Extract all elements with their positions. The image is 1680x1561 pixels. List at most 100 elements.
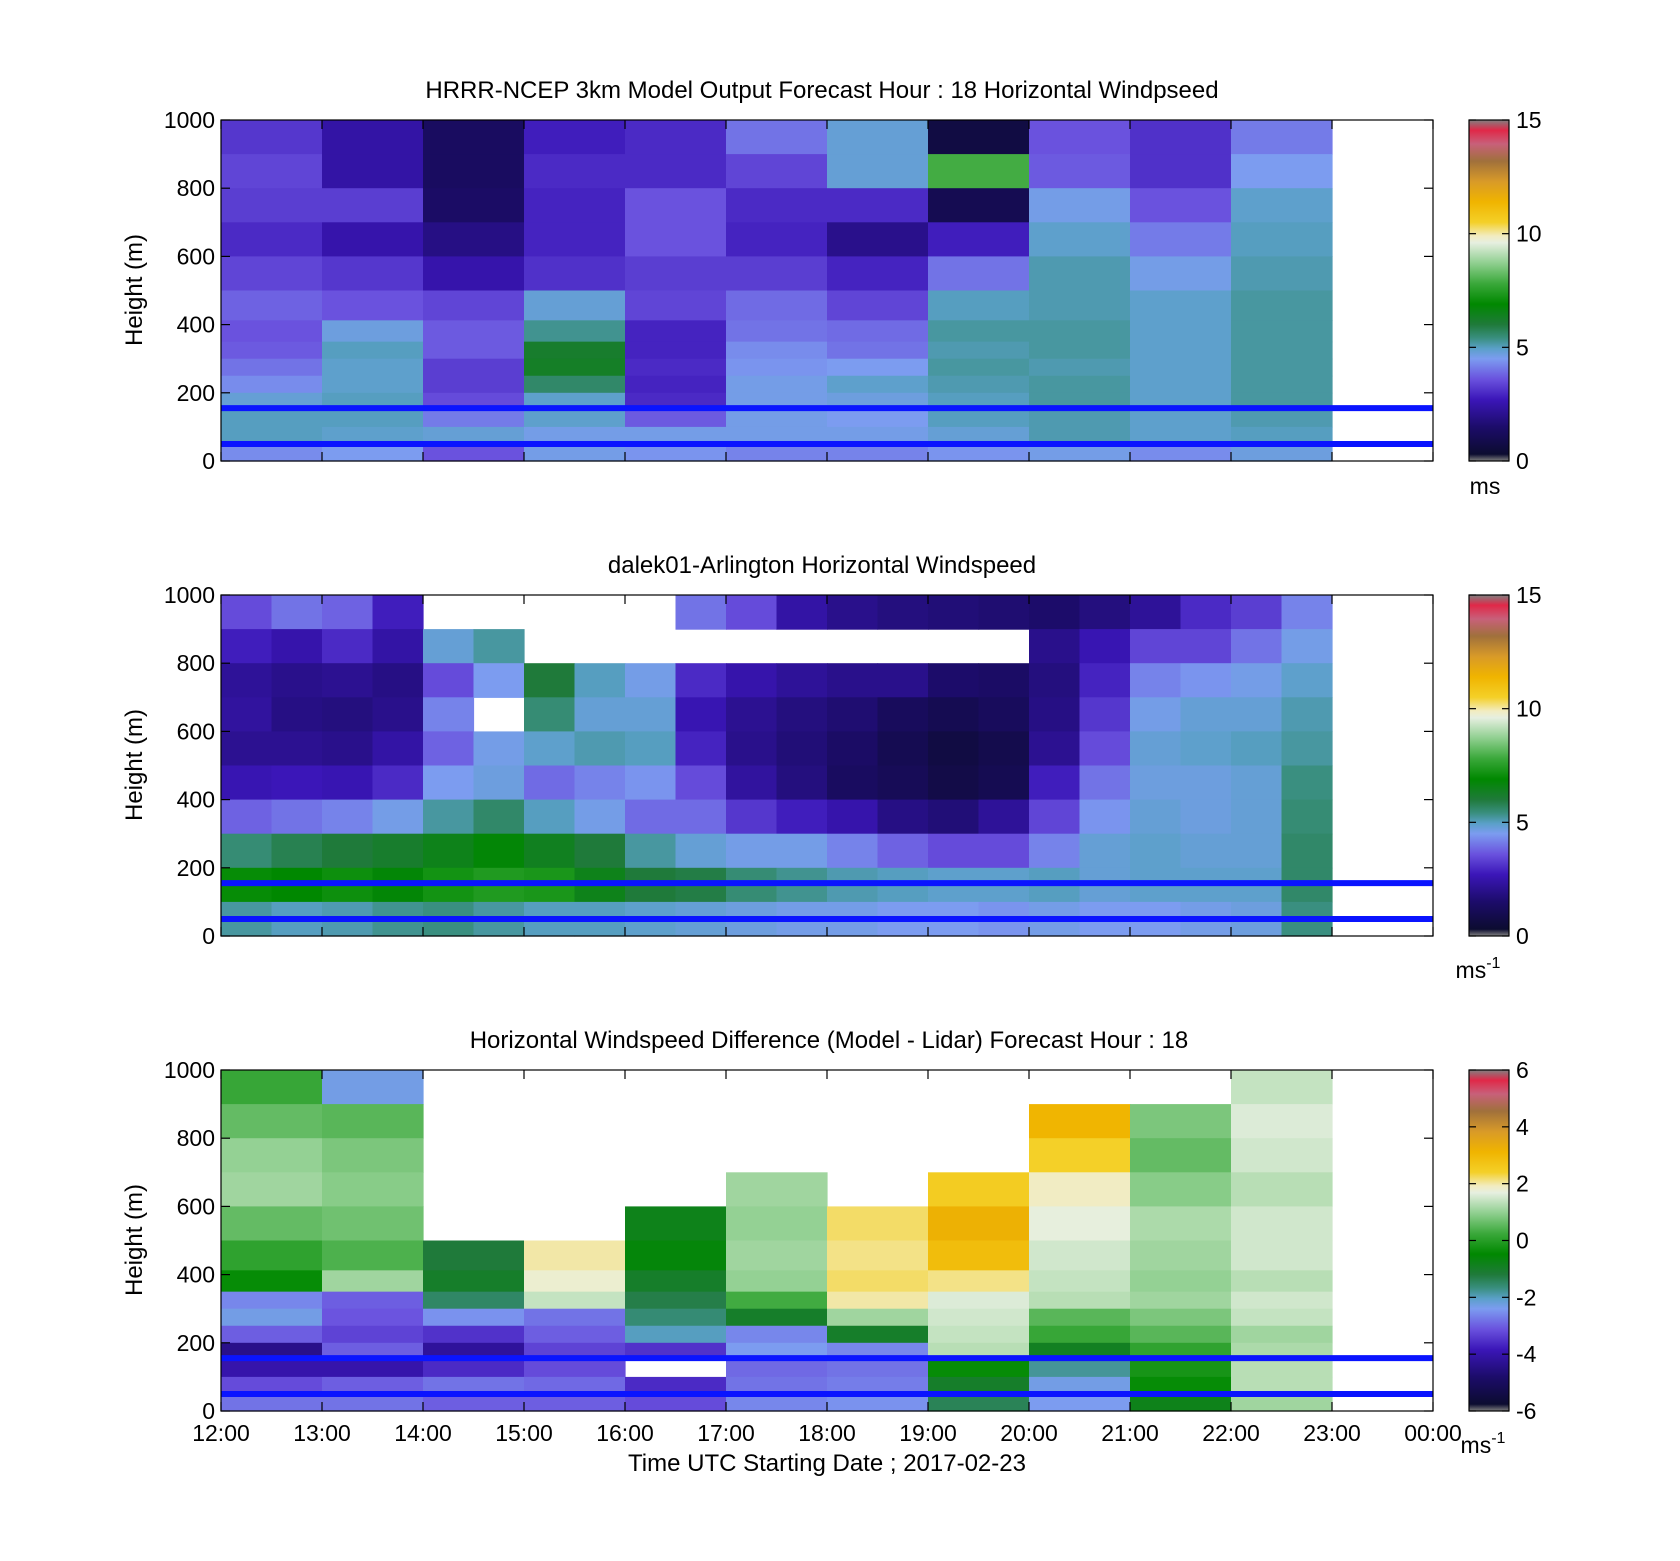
heatmap-cell <box>1130 120 1232 155</box>
heatmap-cell <box>322 375 424 394</box>
heatmap-cell <box>726 1172 828 1207</box>
heatmap-cell <box>1231 697 1283 732</box>
heatmap-cell <box>827 1240 929 1271</box>
heatmap-cell <box>322 1172 424 1207</box>
colorbar-tick-label: 15 <box>1516 107 1542 133</box>
heatmap-cell <box>726 1240 828 1271</box>
heatmap-cell <box>1281 765 1333 801</box>
heatmap-cell <box>726 358 828 377</box>
heatmap-cell <box>1231 663 1283 698</box>
heatmap-cell <box>423 765 475 801</box>
heatmap-cell <box>322 1070 424 1105</box>
heatmap-cell <box>726 290 828 321</box>
panel-2-colorbar-unit: ms-1 <box>1456 955 1501 983</box>
heatmap-cell <box>1029 426 1131 445</box>
heatmap-cell <box>1029 409 1131 428</box>
panel-1-title: HRRR-NCEP 3km Model Output Forecast Hour… <box>425 77 1218 104</box>
heatmap-cell <box>625 256 727 292</box>
heatmap-cell <box>221 1138 323 1173</box>
heatmap-cell <box>1029 375 1131 394</box>
heatmap-cell <box>1029 697 1081 732</box>
heatmap-cell <box>423 409 525 428</box>
heatmap-cell <box>827 731 879 767</box>
heatmap-cell <box>1079 765 1131 801</box>
heatmap-cell <box>1130 1172 1232 1207</box>
panel-2-x-ticks <box>220 595 1434 936</box>
heatmap-cell <box>1281 833 1333 869</box>
heatmap-cell <box>423 120 525 155</box>
y-tick-label: 800 <box>177 1125 215 1151</box>
heatmap-cell <box>625 358 727 377</box>
heatmap-cell <box>423 443 525 462</box>
heatmap-cell <box>1029 1376 1131 1395</box>
heatmap-cell <box>1029 1206 1131 1242</box>
y-tick-label: 0 <box>202 448 215 474</box>
heatmap-cell <box>625 320 727 343</box>
y-tick-label: 600 <box>177 1193 215 1219</box>
heatmap-cell <box>1029 358 1131 377</box>
colorbar-tick-label: 0 <box>1516 923 1529 949</box>
heatmap-cell <box>827 290 929 321</box>
heatmap-cell <box>625 443 727 462</box>
heatmap-cell <box>221 731 273 767</box>
heatmap-cell <box>423 629 475 664</box>
heatmap-cell <box>928 765 980 801</box>
heatmap-cell <box>1029 595 1081 630</box>
heatmap-cell <box>473 799 525 835</box>
heatmap-cell <box>1281 595 1333 630</box>
panel-2-y-axis-label: Height (m) <box>121 709 148 821</box>
heatmap-cell <box>827 1393 929 1412</box>
heatmap-cell <box>574 765 626 801</box>
heatmap-cell <box>372 663 424 698</box>
heatmap-cell <box>322 120 424 155</box>
y-tick-label: 400 <box>177 312 215 338</box>
heatmap-cell <box>827 188 929 223</box>
heatmap-cell <box>625 799 677 835</box>
heatmap-cell <box>1029 341 1131 360</box>
heatmap-cell <box>221 1291 323 1310</box>
heatmap-cell <box>827 120 929 155</box>
heatmap-cell <box>1231 1270 1333 1293</box>
heatmap-cell <box>423 731 475 767</box>
heatmap-cell <box>1130 1270 1232 1293</box>
heatmap-cell <box>423 1359 525 1378</box>
heatmap-cell <box>1130 765 1182 801</box>
heatmap-cell <box>928 595 980 630</box>
heatmap-cell <box>1180 697 1232 732</box>
panel-1-reference-lines <box>221 405 1433 447</box>
heatmap-cell <box>1231 320 1333 343</box>
heatmap-cell <box>1029 1270 1131 1293</box>
heatmap-cell <box>1079 833 1131 869</box>
heatmap-cell <box>1180 833 1232 869</box>
heatmap-cell <box>776 663 828 698</box>
heatmap-cell <box>524 290 626 321</box>
heatmap-cell <box>1079 595 1131 630</box>
panel-1-cells <box>221 120 1333 462</box>
heatmap-cell <box>776 765 828 801</box>
heatmap-cell <box>928 1393 1030 1412</box>
heatmap-cell <box>1130 663 1182 698</box>
heatmap-cell <box>221 799 273 835</box>
heatmap-cell <box>1231 833 1283 869</box>
heatmap-cell <box>221 409 323 428</box>
panel-3-x-ticks: 12:00 13:00 14:00 15:00 16:00 17:00 18:00 19:00… <box>192 1070 1462 1446</box>
heatmap-cell <box>1231 799 1283 835</box>
heatmap-cell <box>928 1240 1030 1271</box>
heatmap-cell <box>1231 1138 1333 1173</box>
colorbar-tick-label: 5 <box>1516 809 1529 835</box>
heatmap-cell <box>524 1291 626 1310</box>
heatmap-cell <box>928 1359 1030 1378</box>
y-tick-label: 400 <box>177 1262 215 1288</box>
heatmap-cell <box>524 426 626 445</box>
heatmap-cell <box>928 409 1030 428</box>
heatmap-cell <box>423 1376 525 1395</box>
heatmap-cell <box>1231 1359 1333 1378</box>
heatmap-cell <box>423 320 525 343</box>
heatmap-cell <box>625 1291 727 1310</box>
heatmap-cell <box>877 765 929 801</box>
heatmap-cell <box>322 358 424 377</box>
heatmap-cell <box>423 375 525 394</box>
heatmap-cell <box>625 1325 727 1344</box>
heatmap-cell <box>726 697 778 732</box>
heatmap-cell <box>625 154 727 189</box>
